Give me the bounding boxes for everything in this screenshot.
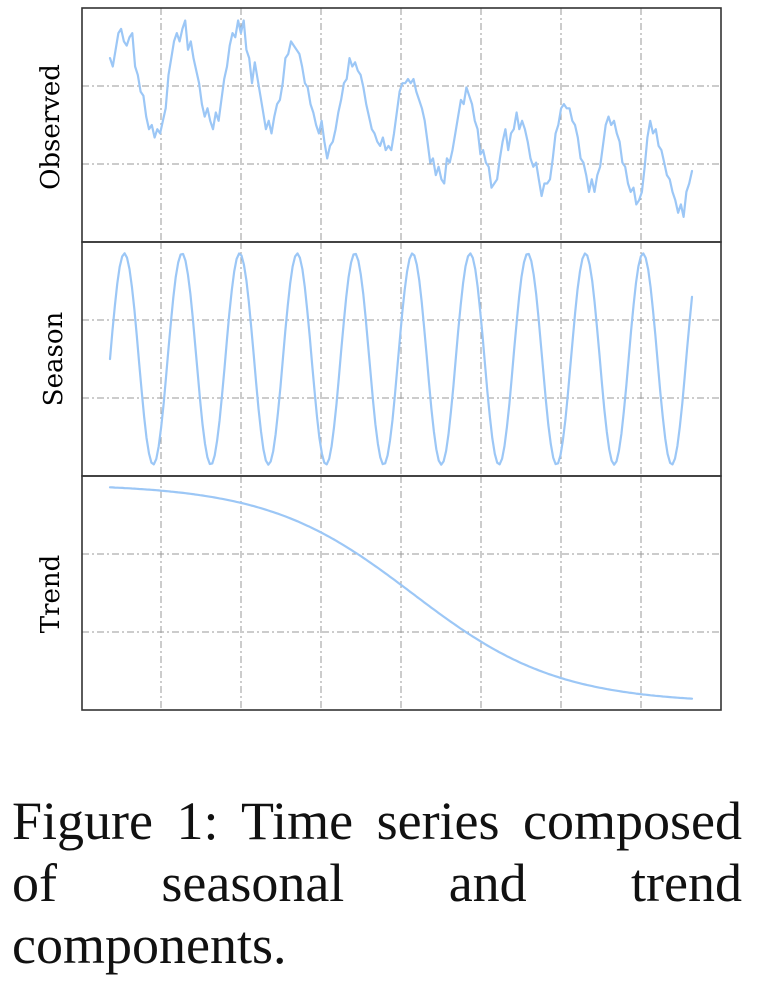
panel-trend: Trend bbox=[36, 475, 722, 711]
trend-axis-label: Trend bbox=[36, 555, 66, 634]
decomposition-figure: Observed Season Trend bbox=[36, 7, 722, 711]
trend-frame bbox=[81, 475, 722, 711]
season-axis-label: Season bbox=[39, 312, 69, 407]
observed-grid bbox=[82, 8, 721, 242]
observed-axis-label: Observed bbox=[36, 64, 66, 190]
season-grid bbox=[82, 242, 721, 476]
panel-season: Season bbox=[39, 241, 722, 477]
season-series-line bbox=[108, 252, 694, 466]
figure-caption: Figure 1: Time series com­posed of seaso… bbox=[12, 791, 742, 975]
trend-series-line bbox=[108, 486, 694, 700]
observed-series-line bbox=[108, 19, 694, 218]
panel-observed: Observed bbox=[36, 7, 722, 243]
trend-grid bbox=[82, 476, 721, 710]
